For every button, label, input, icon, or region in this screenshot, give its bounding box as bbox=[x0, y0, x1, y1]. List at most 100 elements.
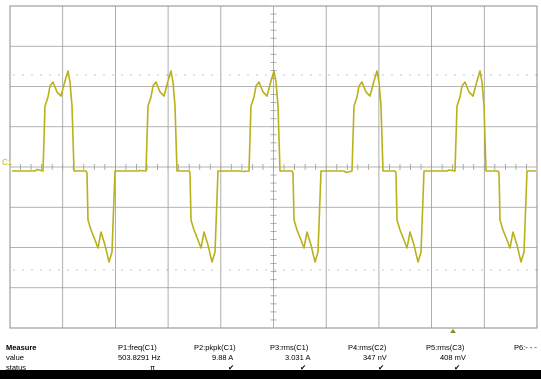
grid-dot bbox=[148, 269, 150, 271]
grid-dot bbox=[49, 74, 51, 76]
grid-dot bbox=[463, 74, 465, 76]
grid-dot bbox=[364, 269, 366, 271]
row-label-status: status bbox=[6, 363, 27, 372]
param-value-p3: 3.031 A bbox=[285, 353, 311, 362]
param-name-p5[interactable]: P5:rms(C3) bbox=[426, 343, 465, 352]
grid-dot bbox=[499, 74, 501, 76]
grid-dot bbox=[481, 269, 483, 271]
grid-dot bbox=[193, 269, 195, 271]
grid-dot bbox=[166, 269, 168, 271]
grid-dot bbox=[454, 74, 456, 76]
bottom-bar bbox=[0, 370, 541, 379]
grid-dot bbox=[130, 269, 132, 271]
grid-dot bbox=[58, 74, 60, 76]
measure-header-row: Measure P1:freq(C1) P2:pkpk(C1) P3:rms(C… bbox=[0, 343, 541, 353]
grid-dot bbox=[409, 269, 411, 271]
grid-dot bbox=[256, 269, 258, 271]
grid-dot bbox=[49, 269, 51, 271]
grid-dot bbox=[517, 269, 519, 271]
grid-dot bbox=[319, 74, 321, 76]
grid-dot bbox=[292, 74, 294, 76]
grid-dot bbox=[85, 269, 87, 271]
grid-dot bbox=[418, 74, 420, 76]
check-icon: ✔ bbox=[378, 363, 385, 372]
grid-dot bbox=[67, 269, 69, 271]
grid-dot bbox=[229, 74, 231, 76]
grid-dot bbox=[427, 269, 429, 271]
grid-dot bbox=[301, 74, 303, 76]
grid-dot bbox=[454, 269, 456, 271]
grid-dot bbox=[535, 269, 537, 271]
grid-dot bbox=[310, 74, 312, 76]
grid-dot bbox=[517, 74, 519, 76]
measure-status-row: status π ✔ ✔ ✔ ✔ bbox=[0, 363, 541, 373]
param-name-p2[interactable]: P2:pkpk(C1) bbox=[194, 343, 236, 352]
grid-dot bbox=[274, 269, 276, 271]
grid-dot bbox=[247, 269, 249, 271]
grid-dot bbox=[85, 74, 87, 76]
grid-dot bbox=[13, 269, 15, 271]
grid-dot bbox=[22, 74, 24, 76]
grid-dot bbox=[148, 74, 150, 76]
grid-dot bbox=[121, 74, 123, 76]
grid-dot bbox=[301, 269, 303, 271]
row-label-value: value bbox=[6, 353, 24, 362]
grid-dot bbox=[121, 269, 123, 271]
grid-dot bbox=[355, 269, 357, 271]
param-value-p2: 9.88 A bbox=[212, 353, 234, 362]
grid-dot bbox=[139, 74, 141, 76]
grid-dot bbox=[103, 269, 105, 271]
grid-dot bbox=[202, 269, 204, 271]
grid-dot bbox=[184, 269, 186, 271]
grid-dot bbox=[337, 269, 339, 271]
measure-title: Measure bbox=[6, 343, 37, 352]
grid-dot bbox=[292, 269, 294, 271]
grid-dot bbox=[220, 74, 222, 76]
grid-dot bbox=[463, 269, 465, 271]
grid-dot bbox=[157, 74, 159, 76]
channel-marker-label: C1 bbox=[2, 158, 13, 167]
grid-dot bbox=[328, 74, 330, 76]
grid-dot bbox=[193, 74, 195, 76]
grid-dot bbox=[391, 74, 393, 76]
grid-dot bbox=[184, 74, 186, 76]
grid-dot bbox=[382, 269, 384, 271]
grid-dot bbox=[499, 269, 501, 271]
grid-dot bbox=[211, 74, 213, 76]
grid-dot bbox=[76, 269, 78, 271]
grid-dot bbox=[445, 74, 447, 76]
param-name-p6[interactable]: P6:- - - bbox=[514, 343, 537, 352]
waveform-trace-c1 bbox=[12, 70, 536, 263]
grid-dot bbox=[490, 74, 492, 76]
grid-dot bbox=[310, 269, 312, 271]
grid-dot bbox=[265, 269, 267, 271]
grid-dot bbox=[409, 74, 411, 76]
grid-dot bbox=[130, 74, 132, 76]
grid-dot bbox=[373, 74, 375, 76]
grid-dot bbox=[400, 74, 402, 76]
measure-value-row: value 503.8291 Hz 9.88 A 3.031 A 347 nV … bbox=[0, 353, 541, 363]
grid-dot bbox=[526, 74, 528, 76]
graticule-grid bbox=[9, 5, 538, 329]
param-name-p1[interactable]: P1:freq(C1) bbox=[118, 343, 157, 352]
check-icon: ✔ bbox=[454, 363, 461, 372]
param-name-p3[interactable]: P3:rms(C1) bbox=[270, 343, 309, 352]
grid-dot bbox=[508, 74, 510, 76]
grid-dot bbox=[355, 74, 357, 76]
grid-dot bbox=[58, 269, 60, 271]
grid-dot bbox=[472, 74, 474, 76]
grid-dot bbox=[472, 269, 474, 271]
grid-dot bbox=[94, 74, 96, 76]
pi-icon: π bbox=[150, 363, 156, 372]
grid-dot bbox=[247, 74, 249, 76]
grid-dot bbox=[139, 269, 141, 271]
grid-dot bbox=[76, 74, 78, 76]
param-name-p4[interactable]: P4:rms(C2) bbox=[348, 343, 387, 352]
grid-dot bbox=[175, 74, 177, 76]
grid-dot bbox=[526, 269, 528, 271]
grid-dot bbox=[112, 74, 114, 76]
grid-dot bbox=[400, 269, 402, 271]
grid-dot bbox=[445, 269, 447, 271]
grid-dot bbox=[40, 74, 42, 76]
grid-dot bbox=[418, 269, 420, 271]
